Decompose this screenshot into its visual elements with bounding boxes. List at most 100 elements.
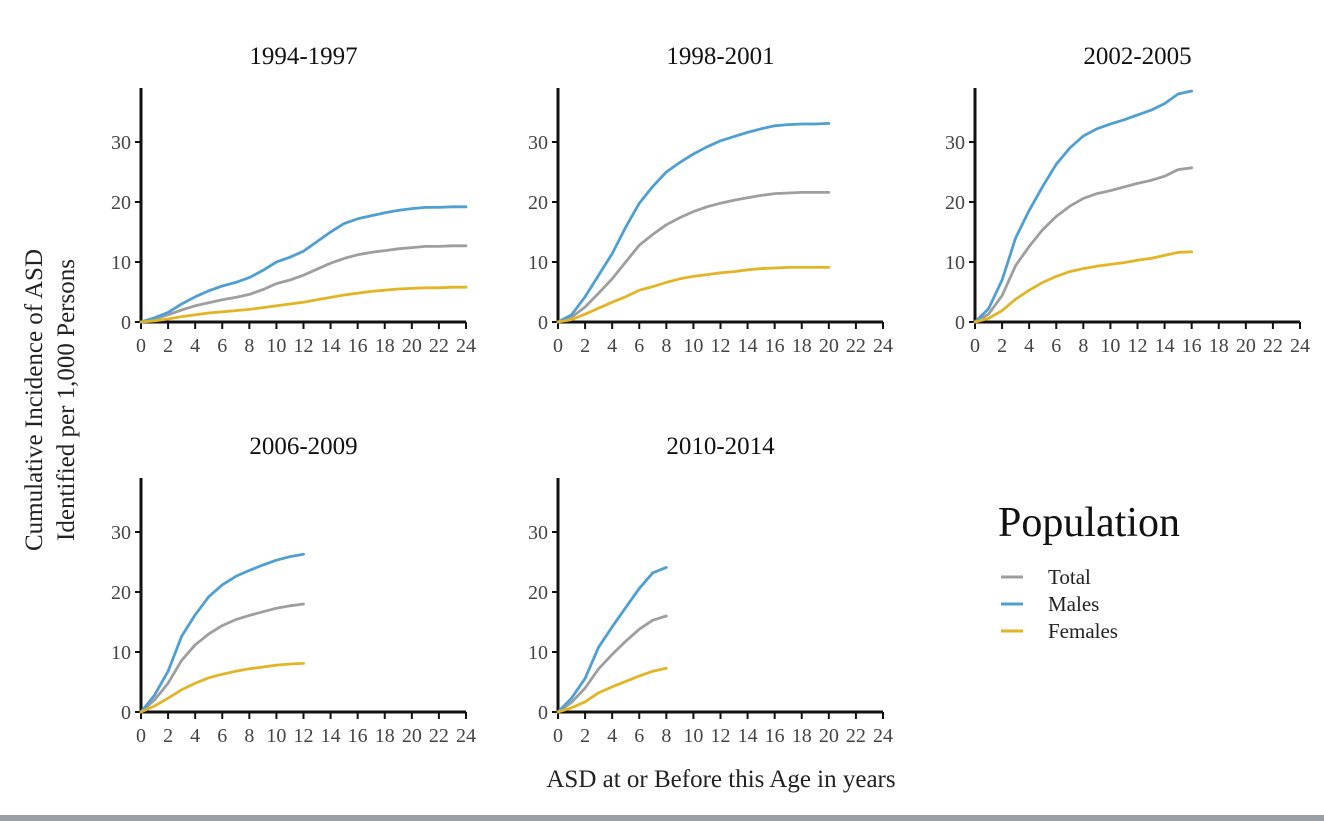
- x-tick-label: 8: [244, 725, 254, 747]
- legend-label: Females: [1048, 619, 1118, 643]
- x-tick-label: 8: [244, 335, 254, 357]
- panel-title: 1994-1997: [249, 43, 357, 70]
- x-tick-label: 6: [1051, 335, 1061, 357]
- x-tick-label: 6: [634, 725, 644, 747]
- x-tick-label: 2: [580, 335, 590, 357]
- panel-title: 2002-2005: [1083, 43, 1191, 70]
- series-line-males: [139, 205, 468, 324]
- series-line-total: [139, 244, 468, 324]
- x-tick-label: 2: [580, 725, 590, 747]
- y-tick-label: 10: [111, 252, 131, 274]
- y-tick-label: 20: [528, 582, 548, 604]
- x-tick-label: 12: [711, 725, 731, 747]
- y-tick-label: 30: [111, 132, 131, 154]
- y-tick-label: 0: [538, 312, 548, 334]
- x-tick-label: 14: [1155, 335, 1175, 357]
- x-tick-label: 22: [846, 725, 866, 747]
- x-tick-label: 22: [429, 725, 449, 747]
- x-tick-label: 18: [792, 725, 812, 747]
- x-tick-label: 18: [792, 335, 812, 357]
- y-tick-label: 10: [945, 252, 965, 274]
- x-tick-label: 14: [738, 335, 758, 357]
- legend-item-total: Total: [1001, 565, 1091, 589]
- x-tick-label: 16: [348, 725, 368, 747]
- x-tick-label: 8: [661, 335, 671, 357]
- x-tick-label: 16: [348, 335, 368, 357]
- series-line-females: [556, 265, 831, 324]
- legend: Population Total Males Females: [998, 500, 1180, 643]
- x-tick-label: 12: [294, 725, 314, 747]
- x-tick-label: 14: [738, 725, 758, 747]
- y-tick-label: 30: [111, 522, 131, 544]
- series-line-total: [556, 614, 668, 714]
- panel-title: 1998-2001: [666, 43, 774, 70]
- x-tick-label: 18: [375, 725, 395, 747]
- series-line-females: [973, 250, 1194, 324]
- y-axis-label-line2: Identified per 1,000 Persons: [53, 259, 80, 541]
- x-tick-label: 8: [661, 725, 671, 747]
- x-tick-label: 20: [819, 335, 839, 357]
- y-tick-label: 30: [528, 132, 548, 154]
- panel-title: 2006-2009: [249, 433, 357, 460]
- x-tick-label: 12: [1128, 335, 1148, 357]
- y-tick-label: 0: [121, 312, 131, 334]
- x-tick-label: 0: [970, 335, 980, 357]
- x-tick-label: 16: [765, 725, 785, 747]
- y-axis-label-line1: Cumulative Incidence of ASD: [21, 249, 48, 551]
- panel-title: 2010-2014: [666, 433, 775, 460]
- x-tick-label: 16: [765, 335, 785, 357]
- y-tick-label: 20: [528, 192, 548, 214]
- legend-item-females: Females: [1001, 619, 1118, 643]
- legend-item-males: Males: [1001, 592, 1099, 616]
- x-tick-label: 18: [1209, 335, 1229, 357]
- x-tick-label: 10: [1100, 335, 1120, 357]
- x-tick-label: 20: [1236, 335, 1256, 357]
- y-tick-label: 10: [111, 642, 131, 664]
- x-tick-label: 14: [321, 335, 341, 357]
- x-tick-label: 22: [846, 335, 866, 357]
- x-tick-label: 12: [294, 335, 314, 357]
- x-tick-label: 6: [217, 725, 227, 747]
- x-tick-label: 4: [190, 725, 200, 747]
- series-line-total: [139, 602, 305, 714]
- y-tick-label: 10: [528, 642, 548, 664]
- x-tick-label: 14: [321, 725, 341, 747]
- legend-label: Total: [1048, 565, 1091, 589]
- x-tick-label: 16: [1182, 335, 1202, 357]
- x-tick-label: 20: [819, 725, 839, 747]
- x-tick-label: 24: [1290, 335, 1310, 357]
- y-tick-label: 0: [538, 702, 548, 724]
- x-tick-label: 0: [553, 725, 563, 747]
- x-tick-label: 24: [873, 335, 893, 357]
- x-tick-label: 22: [429, 335, 449, 357]
- series-line-females: [139, 662, 305, 714]
- x-tick-label: 12: [711, 335, 731, 357]
- x-tick-label: 2: [163, 725, 173, 747]
- y-tick-label: 0: [955, 312, 965, 334]
- x-tick-label: 24: [873, 725, 893, 747]
- y-tick-label: 0: [121, 702, 131, 724]
- x-tick-label: 24: [456, 725, 476, 747]
- x-tick-label: 22: [1263, 335, 1283, 357]
- x-tick-label: 20: [402, 335, 422, 357]
- x-tick-label: 2: [997, 335, 1007, 357]
- x-tick-label: 6: [217, 335, 227, 357]
- y-tick-label: 20: [111, 582, 131, 604]
- series-line-total: [973, 166, 1194, 324]
- x-tick-label: 0: [553, 335, 563, 357]
- legend-label: Males: [1048, 592, 1099, 616]
- x-tick-label: 6: [634, 335, 644, 357]
- bottom-divider: [0, 815, 1324, 821]
- x-tick-label: 20: [402, 725, 422, 747]
- y-tick-label: 20: [945, 192, 965, 214]
- x-tick-label: 4: [1024, 335, 1034, 357]
- x-tick-label: 2: [163, 335, 173, 357]
- series-line-females: [556, 666, 668, 714]
- series-line-males: [139, 552, 305, 714]
- x-tick-label: 4: [607, 725, 617, 747]
- y-tick-label: 20: [111, 192, 131, 214]
